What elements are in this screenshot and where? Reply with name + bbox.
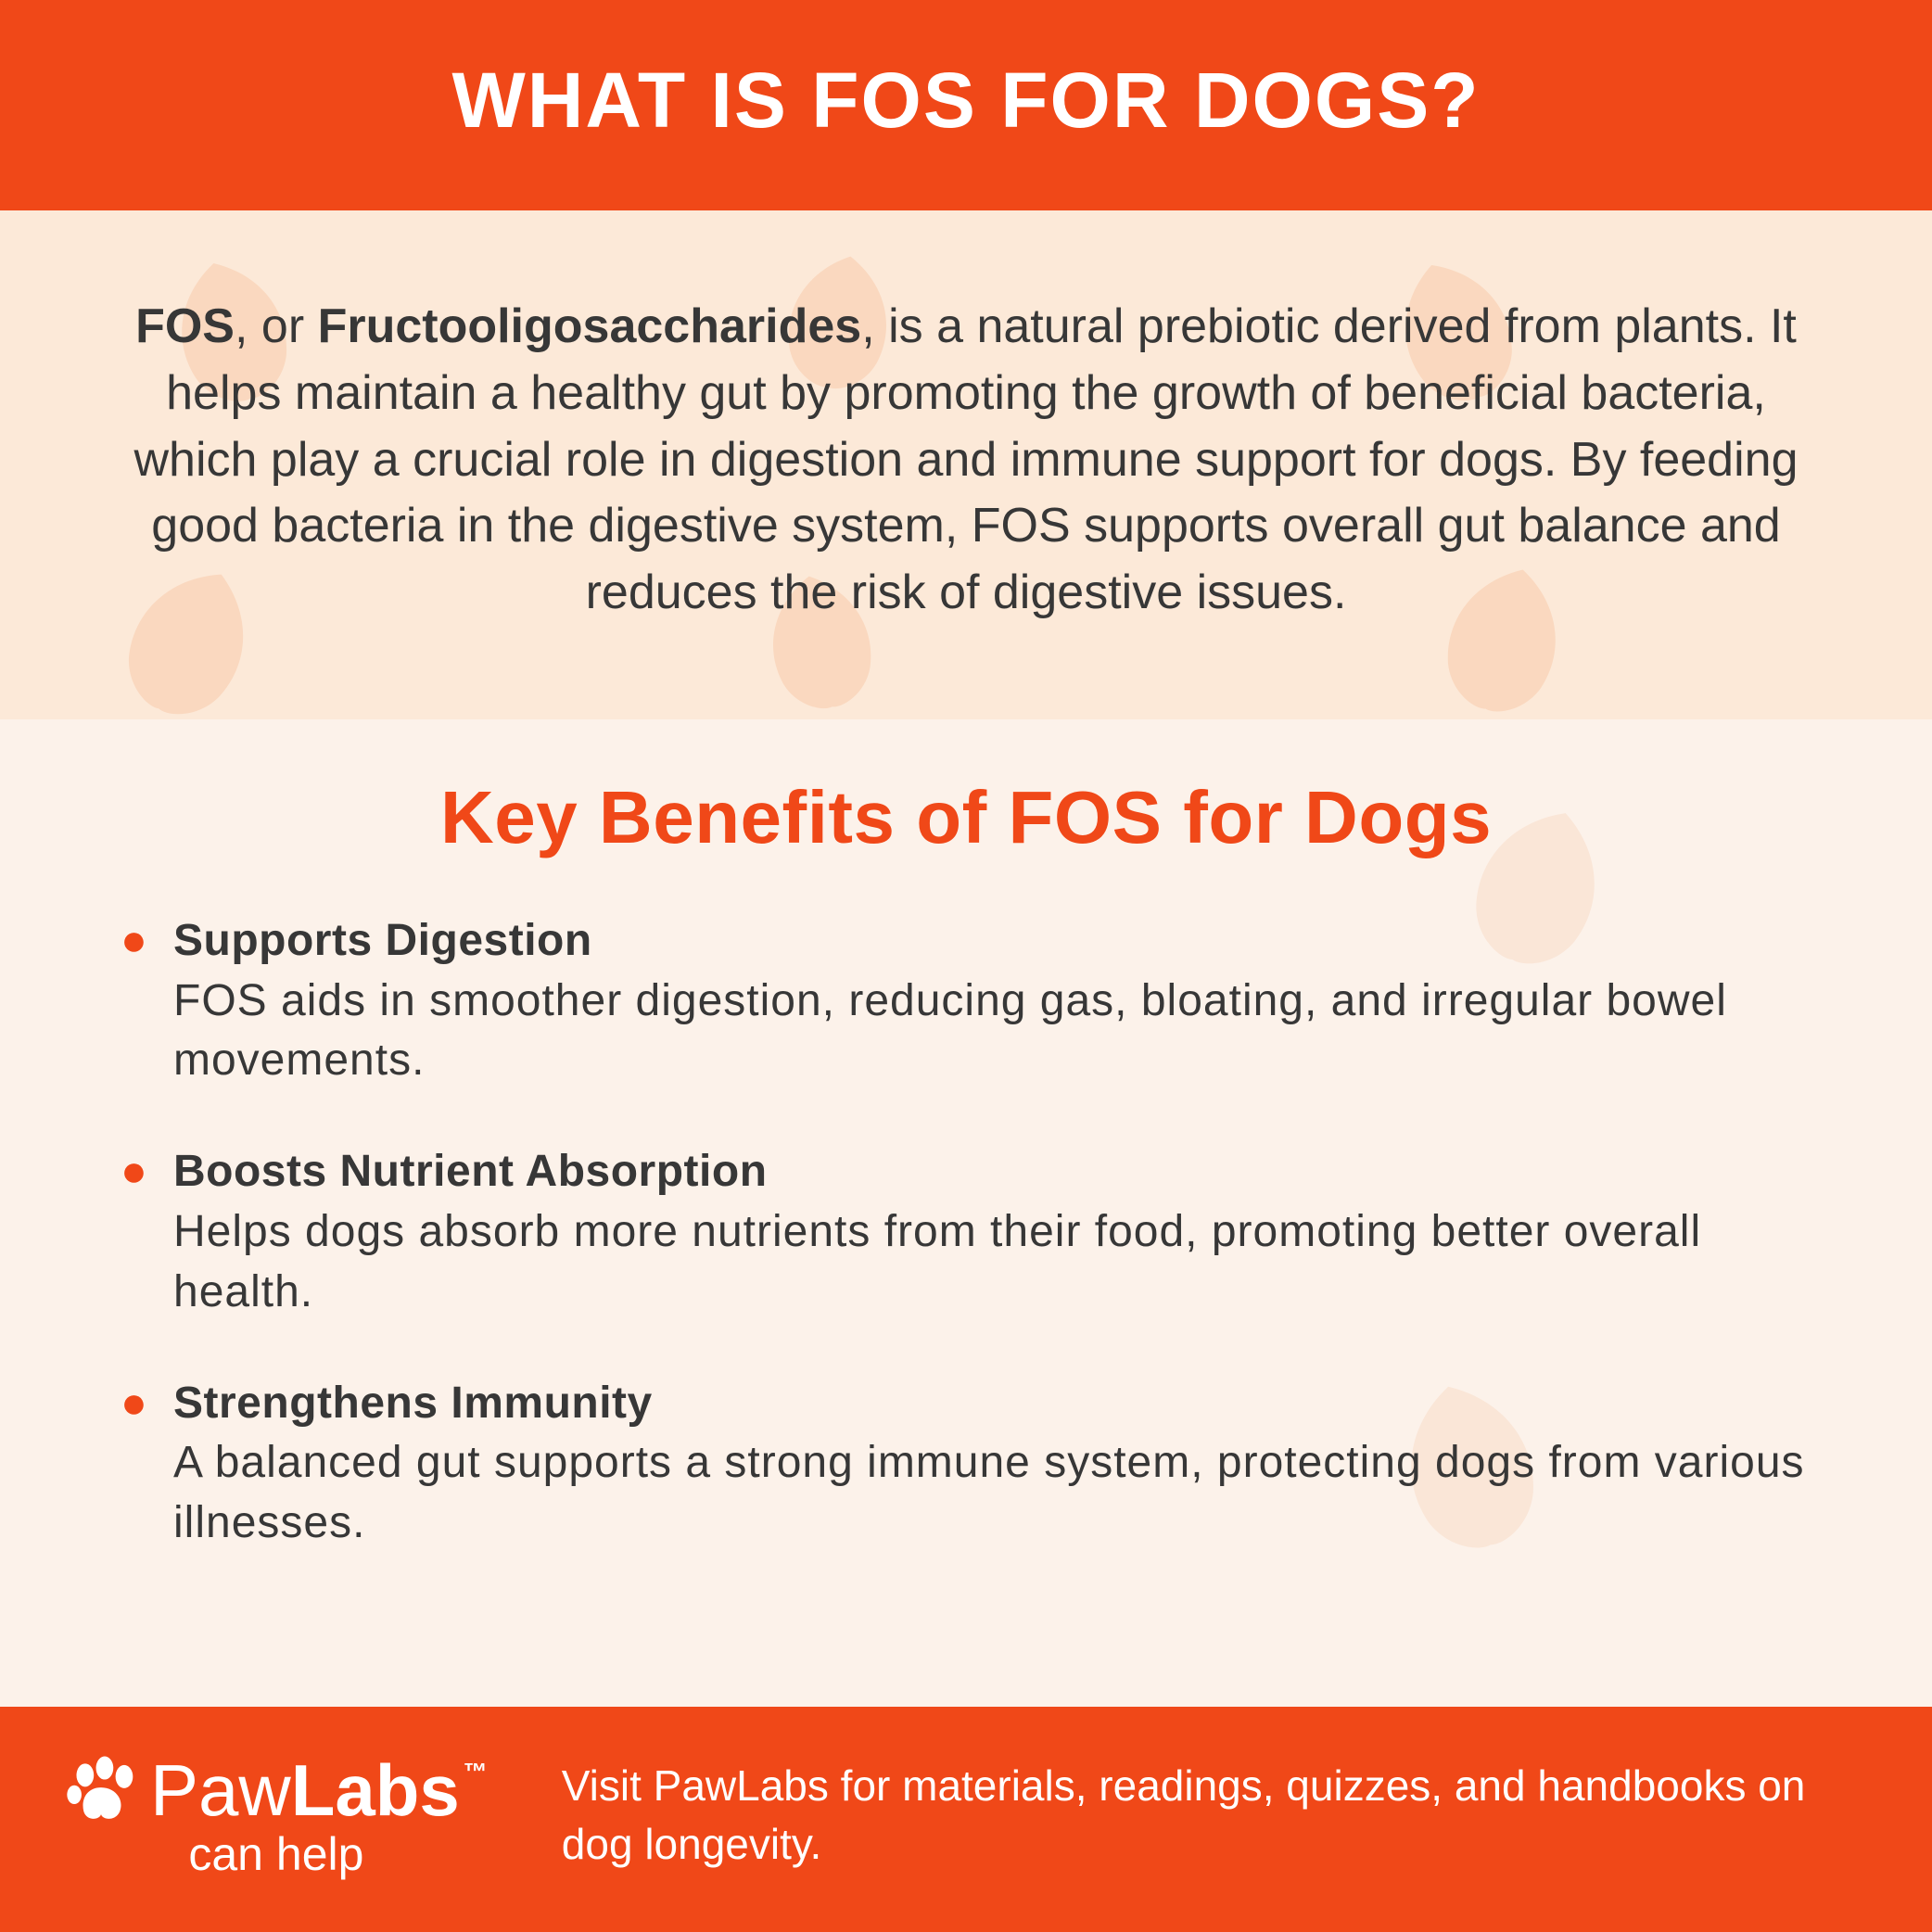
benefits-list: ● Supports DigestionFOS aids in smoother … xyxy=(121,911,1811,1554)
intro-bold-1: FOS xyxy=(135,299,235,353)
benefit-item-desc: Helps dogs absorb more nutrients from th… xyxy=(173,1202,1811,1323)
bullet-icon: ● xyxy=(121,1374,147,1434)
paw-icon xyxy=(65,1755,137,1827)
brand-tagline: can help xyxy=(188,1827,363,1881)
header-bar: WHAT IS FOS FOR DOGS? xyxy=(0,0,1932,210)
benefit-text: Supports DigestionFOS aids in smoother d… xyxy=(173,911,1811,1091)
page-title: WHAT IS FOS FOR DOGS? xyxy=(451,57,1480,144)
bullet-icon: ● xyxy=(121,1142,147,1202)
intro-paragraph: FOS, or Fructooligosaccharides, is a nat… xyxy=(102,294,1830,627)
footer-message: Visit PawLabs for materials, readings, q… xyxy=(562,1757,1867,1872)
brand-suffix: Labs xyxy=(291,1748,460,1833)
benefit-item: ● Boosts Nutrient AbsorptionHelps dogs ab… xyxy=(121,1142,1811,1322)
benefit-item-title: Strengthens Immunity xyxy=(173,1374,1811,1434)
brand-row: PawLabs™ xyxy=(65,1748,488,1833)
bullet-icon: ● xyxy=(121,911,147,972)
benefit-item: ● Strengthens ImmunityA balanced gut supp… xyxy=(121,1374,1811,1554)
brand-name: PawLabs™ xyxy=(150,1748,488,1833)
infographic-page: WHAT IS FOS FOR DOGS? FOS, or Fructoolig… xyxy=(0,0,1932,1932)
brand-prefix: Paw xyxy=(150,1748,291,1833)
footer-bar: PawLabs™ can help Visit PawLabs for mate… xyxy=(0,1707,1932,1932)
intro-mid-1: , or xyxy=(235,299,318,353)
brand-tm: ™ xyxy=(464,1758,488,1786)
intro-bold-2: Fructooligosaccharides xyxy=(318,299,862,353)
footer-brand-block: PawLabs™ can help xyxy=(65,1748,488,1881)
benefit-item-desc: FOS aids in smoother digestion, reducing… xyxy=(173,972,1811,1092)
benefits-section: Key Benefits of FOS for Dogs ● Supports D… xyxy=(0,719,1932,1707)
benefit-text: Boosts Nutrient AbsorptionHelps dogs abs… xyxy=(173,1142,1811,1322)
benefit-item-title: Supports Digestion xyxy=(173,911,1811,972)
intro-section: FOS, or Fructooligosaccharides, is a nat… xyxy=(0,210,1932,719)
benefit-text: Strengthens ImmunityA balanced gut suppo… xyxy=(173,1374,1811,1554)
benefit-item: ● Supports DigestionFOS aids in smoother … xyxy=(121,911,1811,1091)
benefit-item-title: Boosts Nutrient Absorption xyxy=(173,1142,1811,1202)
benefits-title: Key Benefits of FOS for Dogs xyxy=(121,775,1811,860)
benefit-item-desc: A balanced gut supports a strong immune … xyxy=(173,1433,1811,1554)
